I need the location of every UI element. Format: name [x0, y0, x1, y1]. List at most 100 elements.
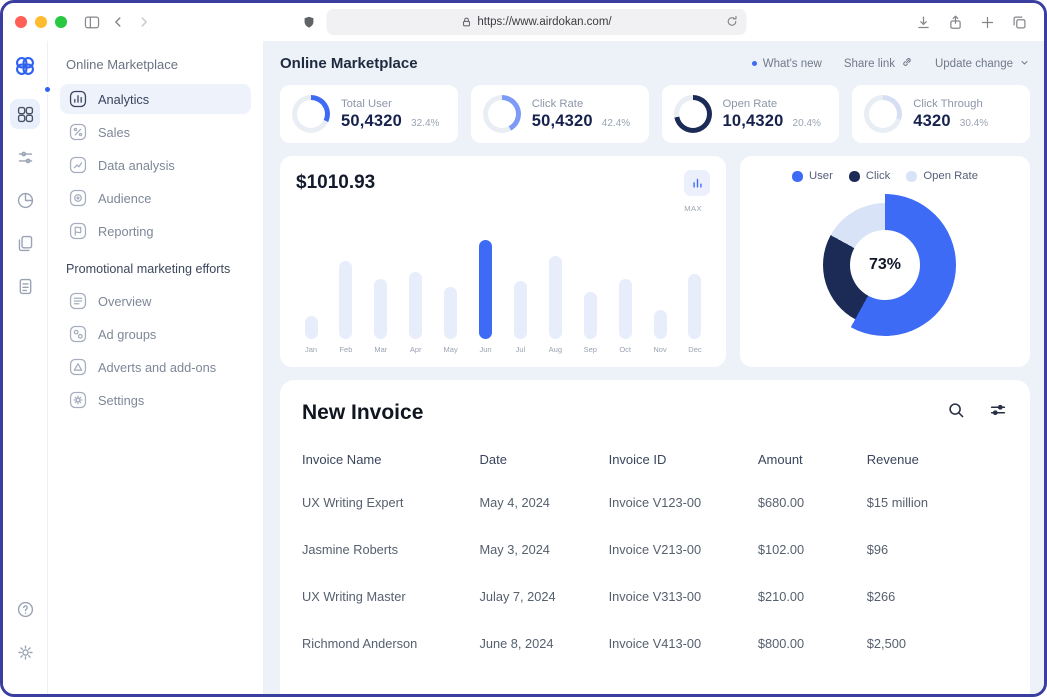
legend-item-user[interactable]: User [792, 170, 833, 182]
share-button[interactable] [942, 9, 968, 35]
cell-invoice-name: UX Writing Master [302, 589, 406, 604]
reporting-icon [68, 221, 88, 241]
bar-label: Jul [515, 345, 526, 354]
sidebar-item-overview[interactable]: Overview [60, 286, 251, 316]
bar-label: Oct [619, 345, 631, 354]
privacy-shield-icon[interactable] [301, 15, 316, 30]
rail-dashboard-icon[interactable] [10, 99, 40, 129]
sidebar-item-settings[interactable]: Settings [60, 385, 251, 415]
invoice-row[interactable]: UX Writing Expert May 4, 2024 Invoice V123… [302, 479, 1008, 526]
bar-aug[interactable]: Aug [548, 256, 562, 354]
stat-value: 50,4320 [531, 111, 593, 130]
back-button[interactable] [105, 9, 131, 35]
downloads-button[interactable] [910, 9, 936, 35]
bar-oct[interactable]: Oct [618, 279, 632, 354]
browser-sidebar-toggle-button[interactable] [79, 9, 105, 35]
stat-delta: 30.4% [959, 117, 989, 129]
stat-card-open-rate: Open Rate 10,4320 20.4% [661, 85, 840, 143]
sidebar-item-label: Analytics [98, 91, 150, 107]
bar-sep[interactable]: Sep [583, 292, 597, 354]
close-window-button[interactable] [15, 16, 27, 28]
chart-type-button[interactable] [684, 170, 710, 196]
help-icon[interactable] [10, 594, 40, 624]
cell-invoice-id: Invoice V213-00 [608, 542, 702, 557]
donut-chart: 73% [814, 194, 956, 336]
ad-groups-icon [68, 324, 88, 344]
column-revenue: Revenue [866, 451, 919, 467]
share-link[interactable]: Share link [844, 56, 913, 71]
bar-jan[interactable]: Jan [304, 316, 318, 354]
bar-mar[interactable]: Mar [374, 279, 388, 354]
legend-item-open-rate[interactable]: Open Rate [906, 170, 978, 182]
stat-value: 10,4320 [722, 111, 784, 130]
cell-invoice-id: Invoice V313-00 [608, 589, 702, 604]
rail-settings-icon[interactable] [10, 637, 40, 667]
bar-jun[interactable]: Jun [479, 240, 493, 354]
reload-button[interactable] [724, 14, 739, 32]
address-bar[interactable]: https://www.airdokan.com/ [326, 9, 746, 35]
sidebar-item-adverts-and-add-ons[interactable]: Adverts and add-ons [60, 352, 251, 382]
rail-files-icon[interactable] [10, 228, 40, 258]
bar-label: Feb [339, 345, 353, 354]
sidebar-item-analytics[interactable]: Analytics [60, 84, 251, 114]
filter-icon[interactable] [988, 400, 1008, 425]
chevron-down-icon [1019, 57, 1030, 71]
bar-label: Dec [688, 345, 702, 354]
app-logo[interactable] [12, 53, 38, 79]
legend-label: Open Rate [923, 170, 978, 182]
settings-icon [68, 390, 88, 410]
bar-feb[interactable]: Feb [339, 261, 353, 354]
bar-jul[interactable]: Jul [513, 281, 527, 354]
legend-item-click[interactable]: Click [848, 170, 891, 182]
stat-ring [673, 95, 712, 133]
column-amount: Amount [757, 451, 803, 467]
bar-label: Apr [409, 345, 422, 354]
chart-total-value: $1010.93 [296, 172, 376, 193]
stat-ring [864, 95, 903, 133]
sidebar-item-ad-groups[interactable]: Ad groups [60, 319, 251, 349]
main-content: Online Marketplace What's new Share link… [264, 41, 1044, 694]
rail-sliders-icon[interactable] [10, 142, 40, 172]
bar-label: Sep [583, 345, 597, 354]
sidebar-item-label: Settings [98, 392, 145, 408]
sidebar-item-label: Sales [98, 124, 131, 140]
sales-icon [68, 122, 88, 142]
new-tab-button[interactable] [974, 9, 1000, 35]
link-icon [901, 56, 913, 71]
bar-nov[interactable]: Nov [653, 310, 667, 354]
whats-new-link[interactable]: What's new [751, 57, 822, 70]
stat-delta: 42.4% [601, 117, 631, 129]
invoice-card: New Invoice Invoice Name Date Invoice ID Am… [280, 380, 1030, 694]
sidebar-item-data-analysis[interactable]: Data analysis [60, 150, 251, 180]
invoice-row[interactable]: UX Writing Master Julay 7, 2024 Invoice V3… [302, 573, 1008, 620]
sidebar-item-reporting[interactable]: Reporting [60, 216, 251, 246]
bar-may[interactable]: May [444, 287, 458, 354]
sidebar-item-label: Audience [98, 190, 152, 206]
bar-label: Aug [548, 345, 563, 354]
cell-invoice-id: Invoice V123-00 [608, 495, 702, 510]
bar-apr[interactable]: Apr [409, 272, 423, 354]
cell-date: May 3, 2024 [479, 542, 550, 557]
tab-overview-button[interactable] [1006, 9, 1032, 35]
legend-label: Click [865, 170, 891, 182]
invoice-row[interactable]: Jasmine Roberts May 3, 2024 Invoice V213-0… [302, 526, 1008, 573]
bar-dec[interactable]: Dec [688, 274, 702, 354]
invoice-row[interactable]: Richmond Anderson June 8, 2024 Invoice V41… [302, 620, 1008, 667]
update-change-dropdown[interactable]: Update change [935, 57, 1030, 71]
page-header: Online Marketplace What's new Share link… [280, 55, 1030, 72]
cell-revenue: $96 [866, 542, 889, 557]
stat-card-click-through: Click Through 4320 30.4% [852, 85, 1030, 143]
sidebar-title: Online Marketplace [66, 57, 178, 72]
minimize-window-button[interactable] [35, 16, 47, 28]
zoom-window-button[interactable] [55, 16, 67, 28]
stat-delta: 32.4% [411, 117, 440, 129]
rail-pie-chart-icon[interactable] [10, 185, 40, 215]
sidebar-item-sales[interactable]: Sales [60, 117, 251, 147]
rail-document-icon[interactable] [10, 271, 40, 301]
search-icon[interactable] [946, 400, 966, 425]
new-indicator-dot [751, 61, 757, 66]
forward-button[interactable] [131, 9, 157, 35]
sidebar-item-audience[interactable]: Audience [60, 183, 251, 213]
whats-new-label: What's new [762, 57, 822, 70]
